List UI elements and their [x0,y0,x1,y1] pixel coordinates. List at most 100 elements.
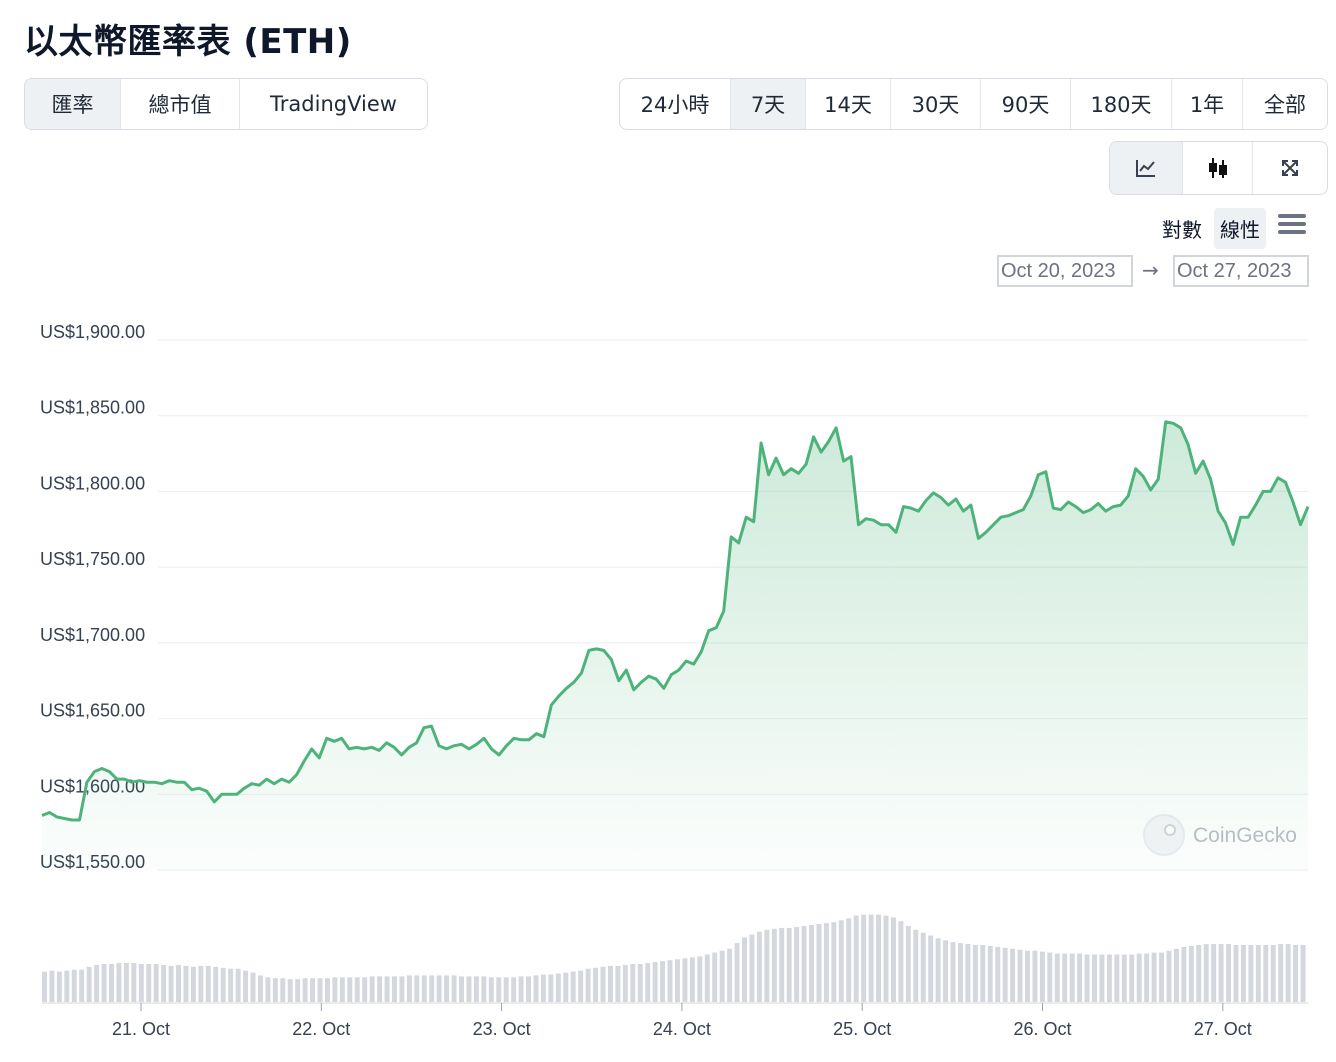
volume-bar [555,973,561,1002]
volume-bar [697,956,703,1002]
volume-bar [1136,953,1142,1002]
volume-bar [94,964,100,1002]
linear-scale-button[interactable]: 線性 [1214,208,1266,249]
volume-bar [838,920,844,1002]
volume-bar [615,965,621,1002]
volume-bar [243,970,249,1002]
volume-bar [1002,947,1008,1002]
volume-bar [362,977,368,1002]
volume-bar [1196,945,1202,1002]
volume-bar [1293,945,1299,1002]
volume-bar [503,977,509,1002]
volume-bar [161,964,167,1002]
range-24h-button[interactable]: 24小時 [620,79,731,129]
volume-bar [689,957,695,1002]
chart-type-selector [1109,141,1328,195]
volume-bar [682,958,688,1002]
volume-bar [742,937,747,1002]
volume-bar [369,976,375,1002]
volume-bar [198,965,204,1002]
range-7d-button[interactable]: 7天 [731,79,806,129]
volume-bar [511,977,517,1002]
volume-bar [607,965,613,1002]
volume-bar [1278,944,1284,1002]
volume-bar [153,964,159,1002]
x-tick-label: 26. Oct [1013,1019,1071,1039]
volume-bar [176,964,181,1002]
date-from-input[interactable]: Oct 20, 2023 [997,255,1133,287]
volume-bar [250,972,256,1002]
tab-price[interactable]: 匯率 [25,79,121,129]
volume-bar [429,975,435,1002]
line-chart-button[interactable] [1110,142,1183,194]
volume-bar [220,967,226,1002]
volume-bar [1010,948,1016,1002]
volume-bar [116,963,122,1002]
y-tick-label: US$1,550.00 [40,852,145,872]
volume-bar [675,959,680,1002]
time-range-selector: 24小時 7天 14天 30天 90天 180天 1年 全部 [619,78,1328,130]
volume-bar [235,968,241,1002]
volume-bar [71,969,77,1002]
volume-bar [1270,945,1276,1002]
date-to-input[interactable]: Oct 27, 2023 [1173,255,1309,287]
volume-bar [1144,953,1150,1002]
volume-bar [1121,954,1127,1002]
y-axis-labels: US$1,900.00 US$1,850.00 US$1,800.00 US$1,75… [40,322,145,872]
range-180d-button[interactable]: 180天 [1071,79,1172,129]
fullscreen-button[interactable] [1253,142,1327,194]
volume-bar [1203,944,1209,1002]
volume-bar [943,940,949,1002]
coingecko-watermark: CoinGecko [1143,814,1297,856]
volume-bar [1017,949,1023,1002]
volume-bar [972,945,978,1002]
tab-tradingview[interactable]: TradingView [270,92,397,116]
volume-bar [1300,945,1306,1002]
range-1y-button[interactable]: 1年 [1172,79,1243,129]
volume-bar [593,967,599,1002]
volume-bar [883,915,889,1002]
volume-bar [86,966,92,1002]
volume-bar [168,965,174,1002]
tab-market-cap[interactable]: 總市值 [121,79,240,129]
volume-bar [1218,944,1224,1002]
volume-bar [704,954,710,1002]
volume-bar [1211,944,1217,1002]
volume-bar [1226,944,1232,1002]
y-tick-label: US$1,650.00 [40,701,145,721]
volume-bar [392,976,397,1002]
volume-bar [719,950,725,1002]
volume-bar [1084,954,1090,1002]
y-tick-label: US$1,850.00 [40,398,145,418]
volume-bar [987,945,993,1002]
volume-bar [570,971,576,1002]
volume-bar [622,964,628,1002]
range-30d-button[interactable]: 30天 [891,79,981,129]
volume-bar [630,964,636,1002]
volume-bar [1092,954,1097,1002]
volume-bar [64,970,70,1002]
watermark-text: CoinGecko [1193,824,1297,847]
range-14d-button[interactable]: 14天 [806,79,891,129]
hamburger-menu-icon[interactable] [1278,214,1306,236]
volume-bar [831,922,837,1002]
volume-bar [526,976,532,1002]
volume-bar [637,964,643,1002]
range-90d-button[interactable]: 90天 [981,79,1071,129]
volume-bar [1062,953,1068,1002]
range-all-button[interactable]: 全部 [1264,93,1306,117]
candlestick-button[interactable] [1183,142,1253,194]
volume-bar [272,978,278,1002]
volume-bar [756,931,762,1002]
volume-bar [324,978,330,1002]
volume-bar [1069,953,1075,1002]
volume-bar [190,966,196,1002]
volume-bar [853,915,859,1002]
volume-bar [302,978,308,1002]
y-tick-label: US$1,700.00 [40,625,145,645]
volume-bar [1188,945,1194,1002]
volume-bar [436,975,442,1002]
volume-bar [518,976,524,1002]
log-scale-button[interactable]: 對數 [1162,218,1202,242]
volume-bar [957,943,963,1002]
